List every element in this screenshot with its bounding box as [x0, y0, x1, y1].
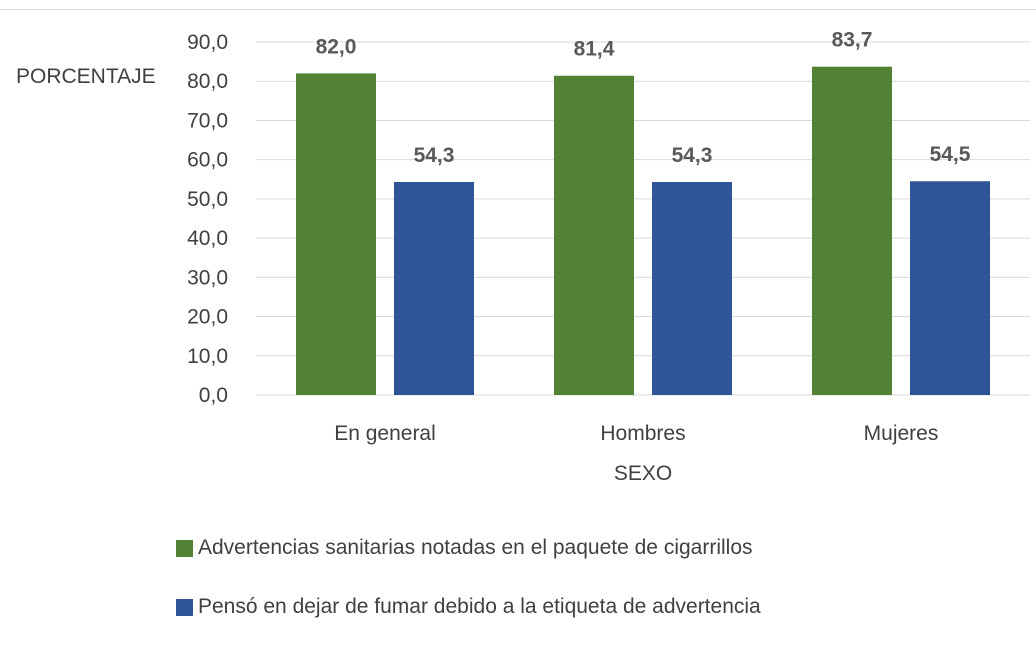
data-label: 54,3 — [414, 144, 455, 167]
bar-chart: 0,010,020,030,040,050,060,070,080,090,0 … — [16, 29, 1030, 485]
top-border — [0, 9, 1036, 10]
data-label: 54,5 — [930, 143, 971, 166]
bar — [652, 182, 732, 395]
data-label: 82,0 — [316, 35, 357, 58]
x-axis-ticks: En general Hombres Mujeres — [334, 422, 938, 445]
bar — [910, 181, 990, 395]
legend-swatch-blue — [176, 598, 193, 616]
legend-label: Advertencias sanitarias notadas en el pa… — [198, 536, 753, 559]
x-tick-label: Hombres — [600, 422, 685, 445]
x-tick-label: En general — [334, 422, 436, 445]
x-axis-label: SEXO — [614, 462, 672, 485]
y-tick-label: 10,0 — [187, 345, 228, 368]
y-axis-ticks: 0,0 10,0 20,0 30,0 40,0 50,0 60,0 70,0 80,0 90,0 — [187, 31, 228, 407]
y-tick-label: 20,0 — [187, 306, 228, 329]
legend-item-series-2: Pensó en dejar de fumar debido a la etiq… — [176, 595, 761, 619]
y-axis-label: PORCENTAJE — [16, 65, 156, 88]
grid-lines — [256, 41, 1030, 396]
legend: Advertencias sanitarias notadas en el pa… — [176, 536, 761, 654]
legend-label: Pensó en dejar de fumar debido a la etiq… — [198, 595, 761, 618]
y-tick-label: 60,0 — [187, 149, 228, 172]
y-tick-label: 70,0 — [187, 109, 228, 132]
data-label: 81,4 — [574, 38, 615, 61]
bars — [296, 66, 990, 396]
bar — [554, 75, 634, 395]
y-tick-label: 50,0 — [187, 188, 228, 211]
legend-item-series-1: Advertencias sanitarias notadas en el pa… — [176, 536, 761, 560]
data-labels: 82,0 54,3 81,4 54,3 83,7 54,5 — [316, 29, 971, 167]
y-tick-label: 80,0 — [187, 70, 228, 93]
y-tick-label: 30,0 — [187, 266, 228, 289]
x-tick-label: Mujeres — [864, 422, 939, 445]
y-tick-label: 90,0 — [187, 31, 228, 54]
y-tick-label: 40,0 — [187, 227, 228, 250]
bar — [812, 66, 892, 396]
data-label: 54,3 — [672, 144, 713, 167]
y-tick-label: 0,0 — [199, 384, 228, 407]
data-label: 83,7 — [832, 29, 873, 52]
legend-swatch-green — [176, 539, 193, 557]
bar — [296, 73, 376, 395]
bar — [394, 182, 474, 395]
